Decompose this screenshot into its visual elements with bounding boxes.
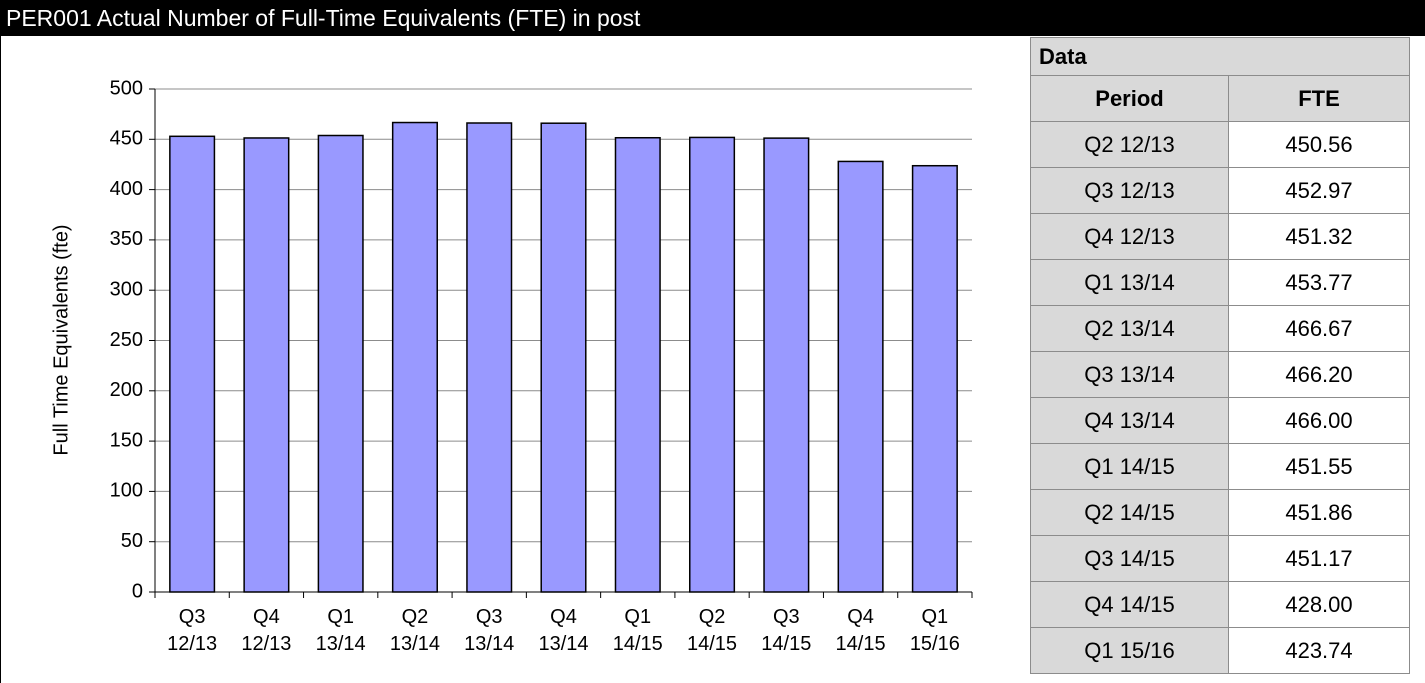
- table-cell: 453.77: [1228, 259, 1410, 306]
- table-cell: 466.00: [1228, 397, 1410, 444]
- y-axis-label: Full Time Equivalents (fte): [50, 224, 72, 455]
- x-tick-label: Q2 14/15: [687, 606, 738, 655]
- table-row: Q3 14/15 451.17: [1030, 535, 1410, 582]
- table-cell: 450.56: [1228, 121, 1410, 168]
- table-row: Period FTE: [1030, 75, 1410, 122]
- x-tick-label-box: Q3 14/15: [761, 606, 812, 655]
- table-cell: 423.74: [1228, 627, 1410, 674]
- bar: [911, 164, 958, 593]
- x-tick-label-box: Q1 15/16: [909, 606, 960, 655]
- y-tick-label: 0: [132, 580, 143, 602]
- table-cell: 428.00: [1228, 581, 1410, 628]
- table-cell: 451.55: [1228, 443, 1410, 490]
- table-cell: Period: [1030, 75, 1229, 122]
- x-tick-label-box: Q4 12/13: [241, 606, 292, 655]
- x-tick-label: Q2 13/14: [389, 606, 440, 655]
- table-cell: Q1 15/16: [1030, 627, 1229, 674]
- x-tick-label: Q3 12/13: [167, 606, 218, 655]
- chart: Full Time Equivalents (fte) 0 50 100 150 200…: [50, 77, 973, 655]
- bar: [837, 160, 884, 593]
- y-tick-label: 300: [110, 278, 143, 300]
- table-row: Q1 13/14 453.77: [1030, 259, 1410, 306]
- table-cell: Q2 12/13: [1030, 121, 1229, 168]
- x-tick-label-box: Q4 14/15: [835, 606, 886, 655]
- x-tick-label-box: Q1 14/15: [612, 606, 663, 655]
- y-tick-label: 400: [110, 178, 143, 200]
- table-cell: 466.20: [1228, 351, 1410, 398]
- x-tick-label-box: Q3 13/14: [464, 606, 515, 655]
- x-tick-label: Q1 13/14: [315, 606, 366, 655]
- table-row: Q3 13/14 466.20: [1030, 351, 1410, 398]
- table-row: Q2 12/13 450.56: [1030, 121, 1410, 168]
- x-tick-label-box: Q1 13/14: [315, 606, 366, 655]
- table-row: Q1 15/16 423.74: [1030, 627, 1410, 674]
- x-tick-label: Q3 13/14: [464, 606, 515, 655]
- table-row: Q4 12/13 451.32: [1030, 213, 1410, 260]
- table-cell: 451.32: [1228, 213, 1410, 260]
- y-tick-label: 250: [110, 329, 143, 351]
- x-tick-label: Q1 14/15: [612, 606, 663, 655]
- x-tick-label-box: Q4 13/14: [538, 606, 589, 655]
- bar: [540, 122, 587, 593]
- bar: [763, 137, 810, 593]
- y-tick-label: 50: [121, 530, 143, 552]
- bar: [317, 134, 364, 593]
- table-cell: Q1 13/14: [1030, 259, 1229, 306]
- table-row: Q2 14/15 451.86: [1030, 489, 1410, 536]
- table-cell: Q2 14/15: [1030, 489, 1229, 536]
- table-cell: FTE: [1228, 75, 1410, 122]
- y-tick-label: 450: [110, 128, 143, 150]
- data-table: Data Period FTE Q2 12/13 450.56 Q3 12/13 452.9…: [1030, 37, 1410, 674]
- x-tick-label: Q1 15/16: [909, 606, 960, 655]
- table-row: Q4 13/14 466.00: [1030, 397, 1410, 444]
- border: [0, 36, 1, 683]
- x-tick-label: Q4 12/13: [241, 606, 292, 655]
- table-row: Q2 13/14 466.67: [1030, 305, 1410, 352]
- table-cell: Q4 14/15: [1030, 581, 1229, 628]
- y-tick-label: 100: [110, 480, 143, 502]
- x-tick-label-box: Q3 12/13: [167, 606, 218, 655]
- table-cell: Q4 12/13: [1030, 213, 1229, 260]
- bar: [614, 136, 661, 593]
- y-tick-label: 150: [110, 429, 143, 451]
- table-row: Q4 14/15 428.00: [1030, 581, 1410, 628]
- table-cell: 466.67: [1228, 305, 1410, 352]
- x-tick-label: Q4 14/15: [835, 606, 886, 655]
- bar: [169, 135, 216, 593]
- table-cell: Q3 14/15: [1030, 535, 1229, 582]
- table-cell: 451.86: [1228, 489, 1410, 536]
- header-title: PER001 Actual Number of Full-Time Equiva…: [0, 0, 1425, 36]
- table-cell: Q2 13/14: [1030, 305, 1229, 352]
- table-row: Q1 14/15 451.55: [1030, 443, 1410, 490]
- y-tick-label: 350: [110, 228, 143, 250]
- table-cell: Q4 13/14: [1030, 397, 1229, 444]
- table-cell: Data: [1030, 37, 1410, 76]
- x-tick-label-box: Q2 13/14: [389, 606, 440, 655]
- table-cell: Q3 12/13: [1030, 167, 1229, 214]
- table-cell: 451.17: [1228, 535, 1410, 582]
- table-cell: 452.97: [1228, 167, 1410, 214]
- x-tick-label: Q4 13/14: [538, 606, 589, 655]
- table-row: Data: [1030, 37, 1410, 76]
- table-cell: Q1 14/15: [1030, 443, 1229, 490]
- x-tick-label: Q3 14/15: [761, 606, 812, 655]
- y-tick-label: 200: [110, 379, 143, 401]
- bar: [243, 137, 290, 593]
- y-tick-label: 500: [110, 77, 143, 99]
- bar: [466, 122, 513, 593]
- bar: [689, 136, 736, 593]
- bar: [391, 121, 438, 593]
- x-tick-label-box: Q2 14/15: [687, 606, 738, 655]
- table-cell: Q3 13/14: [1030, 351, 1229, 398]
- table-row: Q3 12/13 452.97: [1030, 167, 1410, 214]
